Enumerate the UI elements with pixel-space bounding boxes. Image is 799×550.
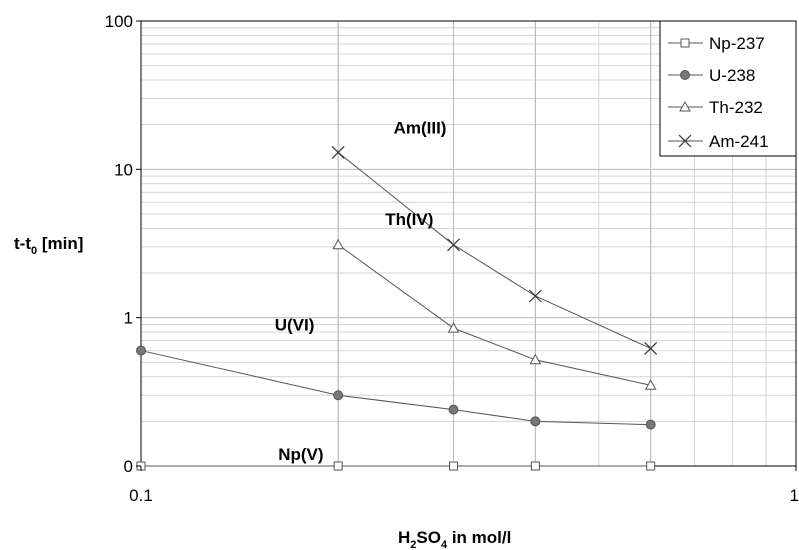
data-point (331, 146, 345, 159)
marker-cross-b (528, 289, 542, 303)
data-point (447, 322, 460, 333)
marker-square (449, 461, 459, 471)
data-point (644, 342, 658, 355)
marker-square (530, 461, 540, 471)
legend-label: Th-232 (709, 98, 763, 117)
marker-triangle (447, 322, 460, 333)
y-tick-label: 0 (124, 457, 133, 476)
data-point (449, 461, 459, 471)
x-tick-label: 0.1 (129, 486, 153, 505)
x-axis-title: H2SO4 in mol/l (398, 528, 511, 550)
series-line (337, 152, 651, 349)
series-u-238 (136, 345, 656, 430)
marker-circle (530, 416, 541, 427)
data-point (644, 379, 657, 390)
series-th-232 (332, 238, 657, 390)
marker-triangle (529, 353, 542, 365)
legend-item: Th-232 (668, 98, 763, 117)
marker-square (680, 38, 690, 48)
y-tick-label: 1 (124, 309, 133, 328)
legend-marker (680, 38, 690, 48)
marker-cross-b (644, 342, 658, 355)
legend-marker (679, 100, 691, 112)
y-axis-title: t-t0 [min] (14, 234, 83, 257)
annotation-label: Np(V) (278, 445, 323, 464)
annotation-label: Am(III) (394, 118, 447, 137)
x-tick-label: 1 (790, 486, 799, 505)
marker-cross-b (331, 146, 345, 159)
data-point (645, 419, 656, 430)
legend-marker (678, 134, 692, 148)
y-tick-label: 10 (114, 160, 133, 179)
marker-triangle (644, 379, 657, 390)
data-point (333, 390, 344, 401)
data-point (528, 289, 542, 303)
series-layer (136, 146, 658, 471)
data-point (136, 345, 146, 356)
data-point (530, 461, 540, 471)
legend-item: Np-237 (668, 34, 765, 53)
marker-circle (136, 345, 146, 356)
series-np-237 (136, 461, 656, 471)
annotation-label: U(VI) (275, 315, 315, 334)
data-point (529, 353, 542, 365)
series-line (337, 244, 651, 386)
tick-labels: 0 1 10 100 0.1 1 (105, 12, 799, 505)
series-am-241 (331, 146, 658, 355)
marker-circle (645, 419, 656, 430)
series-line (140, 350, 651, 426)
marker-square (333, 461, 343, 471)
marker-circle (448, 404, 459, 415)
data-point (447, 238, 460, 252)
legend: Np-237 U-238 Th-232 Am-241 (659, 20, 797, 157)
marker-cross-b (678, 134, 692, 148)
annotations: Am(III) Th(IV) U(VI) Np(V) (275, 118, 447, 464)
marker-triangle (679, 100, 691, 112)
y-tick-label: 100 (105, 12, 133, 31)
marker-triangle (332, 238, 345, 250)
marker-circle (680, 70, 690, 80)
legend-label: Np-237 (709, 34, 765, 53)
marker-cross-b (447, 238, 460, 252)
marker-circle (333, 390, 344, 401)
data-point (646, 461, 656, 471)
legend-label: Am-241 (709, 132, 769, 151)
legend-marker (680, 70, 690, 80)
data-point (333, 461, 343, 471)
marker-square (646, 461, 656, 471)
data-point (530, 416, 541, 427)
legend-item: Am-241 (668, 132, 769, 151)
legend-item: U-238 (668, 66, 755, 85)
legend-label: U-238 (709, 66, 755, 85)
annotation-label: Th(IV) (385, 210, 433, 229)
data-point (332, 238, 345, 250)
data-point (448, 404, 459, 415)
